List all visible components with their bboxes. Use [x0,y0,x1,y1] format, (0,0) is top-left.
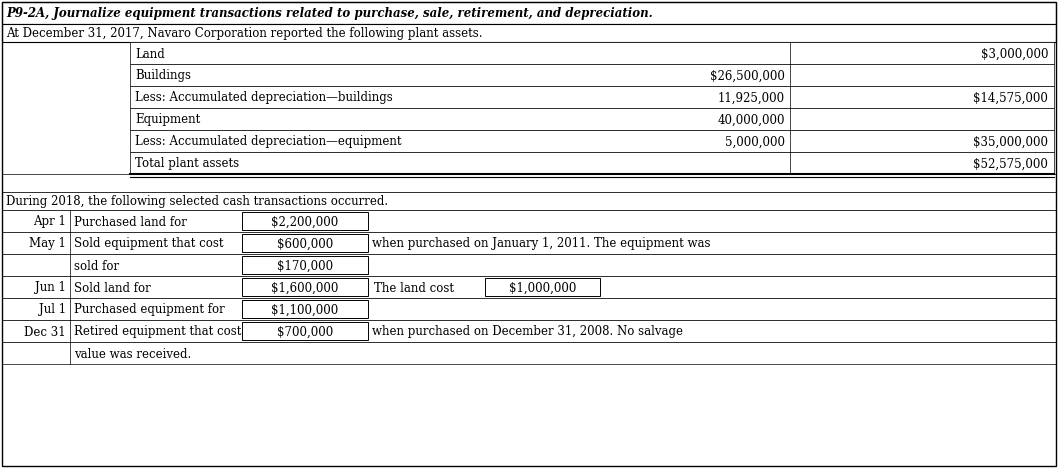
Text: May 1: May 1 [30,237,66,250]
Text: At December 31, 2017, Navaro Corporation reported the following plant assets.: At December 31, 2017, Navaro Corporation… [6,28,482,41]
Text: Equipment: Equipment [135,114,200,126]
Text: Land: Land [135,47,165,60]
Bar [2,2,1056,24]
Bar [242,322,368,340]
Bar [242,256,368,274]
Bar [242,278,368,296]
Text: $600,000: $600,000 [277,237,333,250]
Text: when purchased on December 31, 2008. No salvage: when purchased on December 31, 2008. No … [372,326,683,338]
Text: Total plant assets: Total plant assets [135,158,239,170]
Text: 11,925,000: 11,925,000 [718,92,785,104]
Text: 5,000,000: 5,000,000 [725,136,785,148]
Text: Jun 1: Jun 1 [35,281,66,294]
Bar [130,64,1054,86]
Bar [130,108,1054,130]
Bar [2,254,1056,276]
Text: Sold equipment that cost: Sold equipment that cost [74,237,223,250]
Text: $1,100,000: $1,100,000 [271,304,339,316]
Text: $170,000: $170,000 [277,259,333,272]
Text: $26,500,000: $26,500,000 [710,70,785,82]
Bar [2,320,1056,342]
Text: Sold land for: Sold land for [74,281,150,294]
Bar [485,278,600,296]
Bar [2,210,1056,232]
Text: P9-2A, Journalize equipment transactions related to purchase, sale, retirement, : P9-2A, Journalize equipment transactions… [6,7,653,21]
Bar [2,232,1056,254]
Bar [130,130,1054,152]
Bar [130,86,1054,108]
Bar [242,212,368,230]
Text: $700,000: $700,000 [277,326,333,338]
Text: 40,000,000: 40,000,000 [717,114,785,126]
Text: Dec 31: Dec 31 [24,326,66,338]
Bar [242,234,368,252]
Text: Apr 1: Apr 1 [33,215,66,228]
Bar [2,24,1056,42]
Bar [130,152,1054,174]
Text: The land cost: The land cost [373,281,454,294]
Text: $1,600,000: $1,600,000 [271,281,339,294]
Text: Retired equipment that cost: Retired equipment that cost [74,326,241,338]
Bar [2,276,1056,298]
Text: $14,575,000: $14,575,000 [973,92,1048,104]
Bar [2,342,1056,364]
Bar [2,192,1056,210]
Text: $35,000,000: $35,000,000 [973,136,1048,148]
Text: $3,000,000: $3,000,000 [981,47,1048,60]
Text: During 2018, the following selected cash transactions occurred.: During 2018, the following selected cash… [6,196,388,209]
Bar [130,42,1054,64]
Bar [242,300,368,318]
Text: Purchased equipment for: Purchased equipment for [74,304,224,316]
Text: Jul 1: Jul 1 [39,304,66,316]
Text: $2,200,000: $2,200,000 [271,215,339,228]
Text: $52,575,000: $52,575,000 [973,158,1048,170]
Text: Buildings: Buildings [135,70,191,82]
Text: Less: Accumulated depreciation—equipment: Less: Accumulated depreciation—equipment [135,136,401,148]
Bar [2,174,1056,192]
Text: $1,000,000: $1,000,000 [509,281,577,294]
Bar [2,298,1056,320]
Text: Purchased land for: Purchased land for [74,215,187,228]
Text: Less: Accumulated depreciation—buildings: Less: Accumulated depreciation—buildings [135,92,393,104]
Text: sold for: sold for [74,259,120,272]
Text: value was received.: value was received. [74,348,191,360]
Text: when purchased on January 1, 2011. The equipment was: when purchased on January 1, 2011. The e… [372,237,711,250]
